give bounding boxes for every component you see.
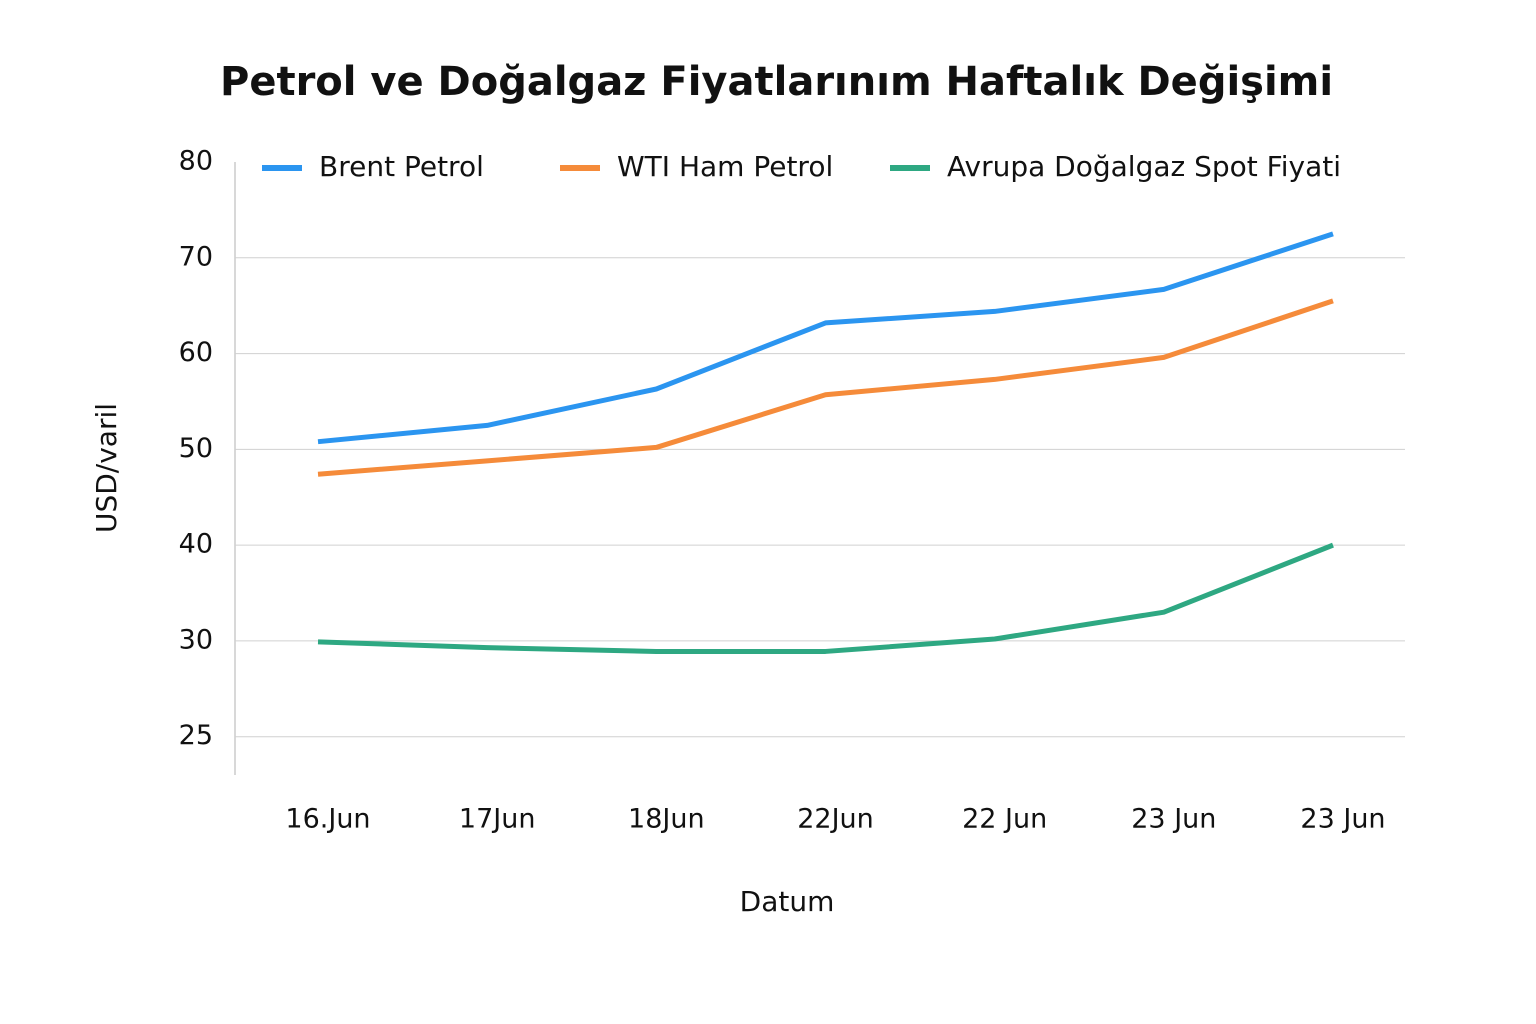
y-tick-label: 70 <box>179 241 213 272</box>
y-tick-label: 30 <box>179 624 213 655</box>
y-tick-label: 60 <box>179 337 213 368</box>
x-tick-label: 18Jun <box>628 804 705 835</box>
chart-title: Petrol ve Doğalgaz Fiyatlarınım Haftalık… <box>220 59 1333 105</box>
series-line <box>317 542 1334 654</box>
legend-label: WTI Ham Petrol <box>617 150 833 183</box>
legend-label: Avrupa Doğalgaz Spot Fiyati <box>947 150 1341 183</box>
x-tick-label: 23 Jun <box>1131 804 1216 835</box>
x-tick-label: 17Jun <box>459 804 536 835</box>
x-tick-label: 16.Jun <box>285 804 370 835</box>
legend-label: Brent Petrol <box>319 150 484 183</box>
x-tick-label: 22Jun <box>797 804 874 835</box>
x-tick-label: 22 Jun <box>962 804 1047 835</box>
y-tick-label: 40 <box>179 529 213 560</box>
x-axis-label: Datum <box>740 885 835 918</box>
y-tick-label: 80 <box>179 146 213 177</box>
y-axis-label: USD/varil <box>90 403 123 533</box>
series-line <box>317 298 1334 477</box>
x-tick-label: 23 Jun <box>1300 804 1385 835</box>
y-tick-label: 25 <box>179 720 213 751</box>
series-line <box>317 231 1334 445</box>
y-tick-label: 50 <box>179 433 213 464</box>
